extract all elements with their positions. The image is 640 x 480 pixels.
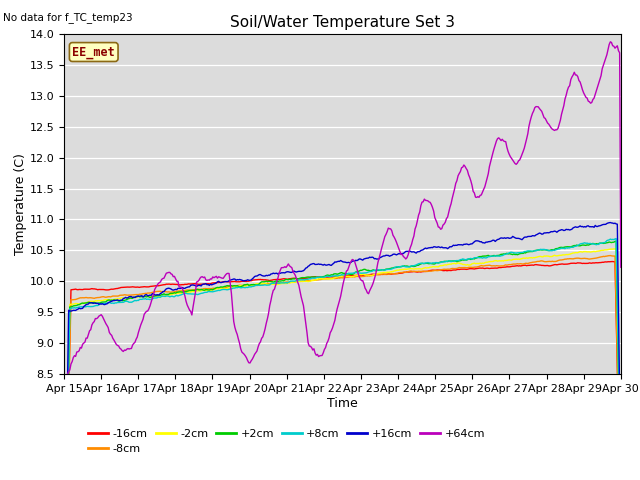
Text: No data for f_TC_temp23: No data for f_TC_temp23 xyxy=(3,12,133,23)
Legend: -16cm, -8cm, -2cm, +2cm, +8cm, +16cm, +64cm: -16cm, -8cm, -2cm, +2cm, +8cm, +16cm, +6… xyxy=(84,424,490,459)
Text: EE_met: EE_met xyxy=(72,46,115,59)
X-axis label: Time: Time xyxy=(327,397,358,410)
Title: Soil/Water Temperature Set 3: Soil/Water Temperature Set 3 xyxy=(230,15,455,30)
Y-axis label: Temperature (C): Temperature (C) xyxy=(13,153,27,255)
